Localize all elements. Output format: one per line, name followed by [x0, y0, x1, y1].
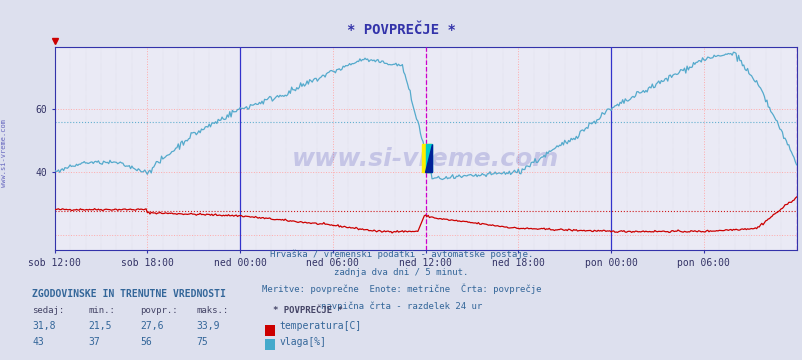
Text: temperatura[C]: temperatura[C] — [279, 321, 361, 332]
Text: 56: 56 — [140, 337, 152, 347]
Text: zadnja dva dni / 5 minut.: zadnja dva dni / 5 minut. — [334, 268, 468, 277]
Text: * POVPREČJE *: * POVPREČJE * — [346, 23, 456, 37]
Text: maks.:: maks.: — [196, 306, 229, 315]
Text: Hrvaška / vremenski podatki - avtomatske postaje.: Hrvaška / vremenski podatki - avtomatske… — [269, 250, 533, 260]
Text: sedaj:: sedaj: — [32, 306, 64, 315]
Text: povpr.:: povpr.: — [140, 306, 178, 315]
Text: 43: 43 — [32, 337, 44, 347]
Text: Meritve: povprečne  Enote: metrične  Črta: povprečje: Meritve: povprečne Enote: metrične Črta:… — [261, 283, 541, 294]
Text: 37: 37 — [88, 337, 100, 347]
Text: min.:: min.: — [88, 306, 115, 315]
Text: vlaga[%]: vlaga[%] — [279, 337, 326, 347]
Text: * POVPREČJE *: * POVPREČJE * — [273, 306, 342, 315]
Bar — [425, 144, 431, 172]
Text: www.si-vreme.com: www.si-vreme.com — [1, 119, 7, 187]
Text: 33,9: 33,9 — [196, 321, 220, 332]
Text: www.si-vreme.com: www.si-vreme.com — [292, 147, 558, 171]
Text: 31,8: 31,8 — [32, 321, 55, 332]
Text: navpična črta - razdelek 24 ur: navpična črta - razdelek 24 ur — [321, 302, 481, 311]
Bar — [421, 144, 430, 172]
Text: 21,5: 21,5 — [88, 321, 111, 332]
Text: ZGODOVINSKE IN TRENUTNE VREDNOSTI: ZGODOVINSKE IN TRENUTNE VREDNOSTI — [32, 289, 225, 299]
Polygon shape — [425, 144, 431, 172]
Text: 27,6: 27,6 — [140, 321, 164, 332]
Text: 75: 75 — [196, 337, 209, 347]
